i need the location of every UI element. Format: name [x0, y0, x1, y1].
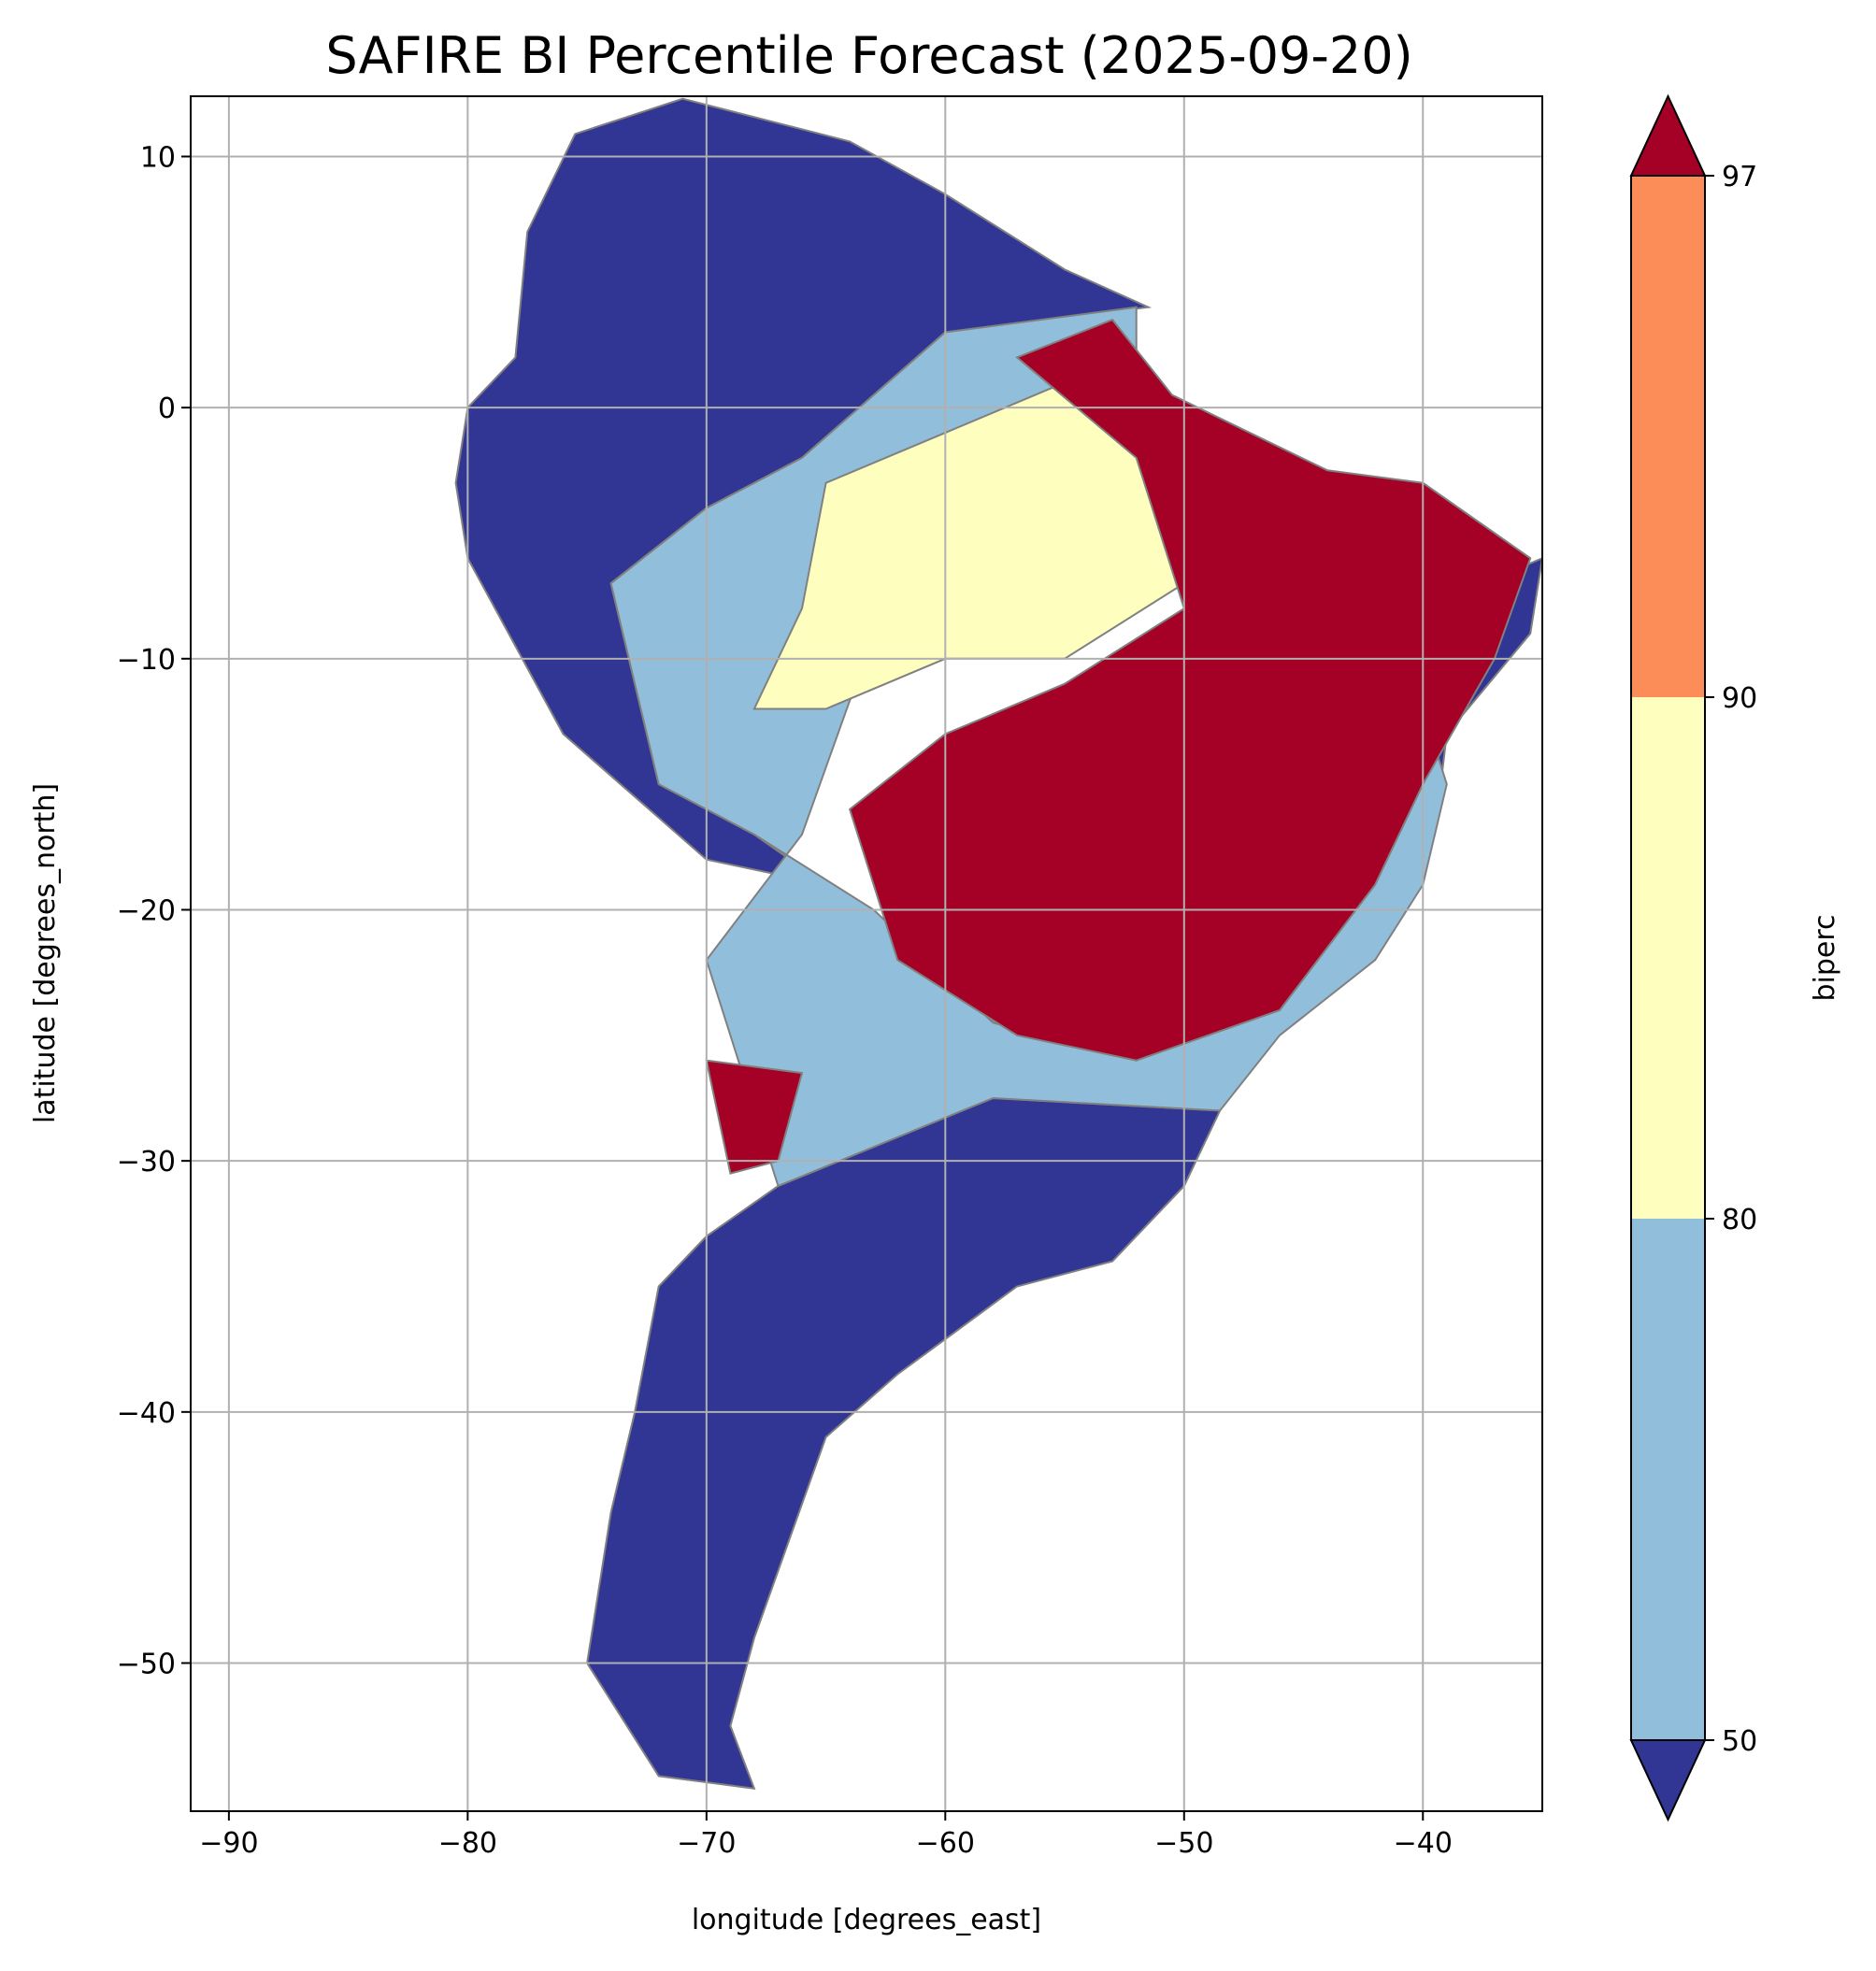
y-tick-label: −50 [117, 1648, 176, 1680]
colorbar-label: biperc [1809, 914, 1841, 1001]
colorbar-bin-50-80 [1631, 1219, 1705, 1740]
y-tick-label: −20 [117, 894, 176, 927]
colorbar-tick-label: 50 [1722, 1725, 1757, 1758]
x-tick-label: −90 [199, 1827, 258, 1860]
y-axis-ticks: 10 0 −10 −20 −30 −40 −50 [117, 141, 191, 1680]
colorbar-tick-label: 80 [1722, 1204, 1757, 1236]
x-tick-label: −70 [677, 1827, 736, 1860]
colorbar-tick-label: 97 [1722, 161, 1757, 193]
colorbar-tick-label: 90 [1722, 682, 1757, 715]
x-tick-label: −50 [1154, 1827, 1213, 1860]
colorbar: 50 80 90 97 biperc [1629, 93, 1841, 1822]
gridlines [191, 96, 1542, 1811]
x-axis-ticks: −90 −80 −70 −60 −50 −40 [199, 1811, 1453, 1860]
plot-frame [190, 95, 1543, 1812]
y-axis-label: latitude [degrees_north] [29, 783, 62, 1123]
colorbar-ticks: 50 80 90 97 [1705, 161, 1757, 1758]
data-regions [454, 97, 1542, 1791]
colorbar-bin-80-90 [1631, 697, 1705, 1219]
x-tick-label: −40 [1394, 1827, 1453, 1860]
y-tick-label: −10 [117, 644, 176, 677]
colorbar-frame [1630, 175, 1706, 1741]
region-over-97 [848, 318, 1532, 1062]
y-tick-label: 10 [140, 141, 176, 174]
colorbar-bin-90-97 [1631, 176, 1705, 697]
y-tick-label: −30 [117, 1146, 176, 1178]
x-axis-label: longitude [degrees_east] [692, 1904, 1041, 1936]
chart-title: SAFIRE BI Percentile Forecast (2025-09-2… [325, 26, 1412, 85]
y-tick-label: −40 [117, 1397, 176, 1430]
y-tick-label: 0 [158, 393, 176, 425]
x-tick-label: −60 [916, 1827, 975, 1860]
x-tick-label: −80 [438, 1827, 497, 1860]
